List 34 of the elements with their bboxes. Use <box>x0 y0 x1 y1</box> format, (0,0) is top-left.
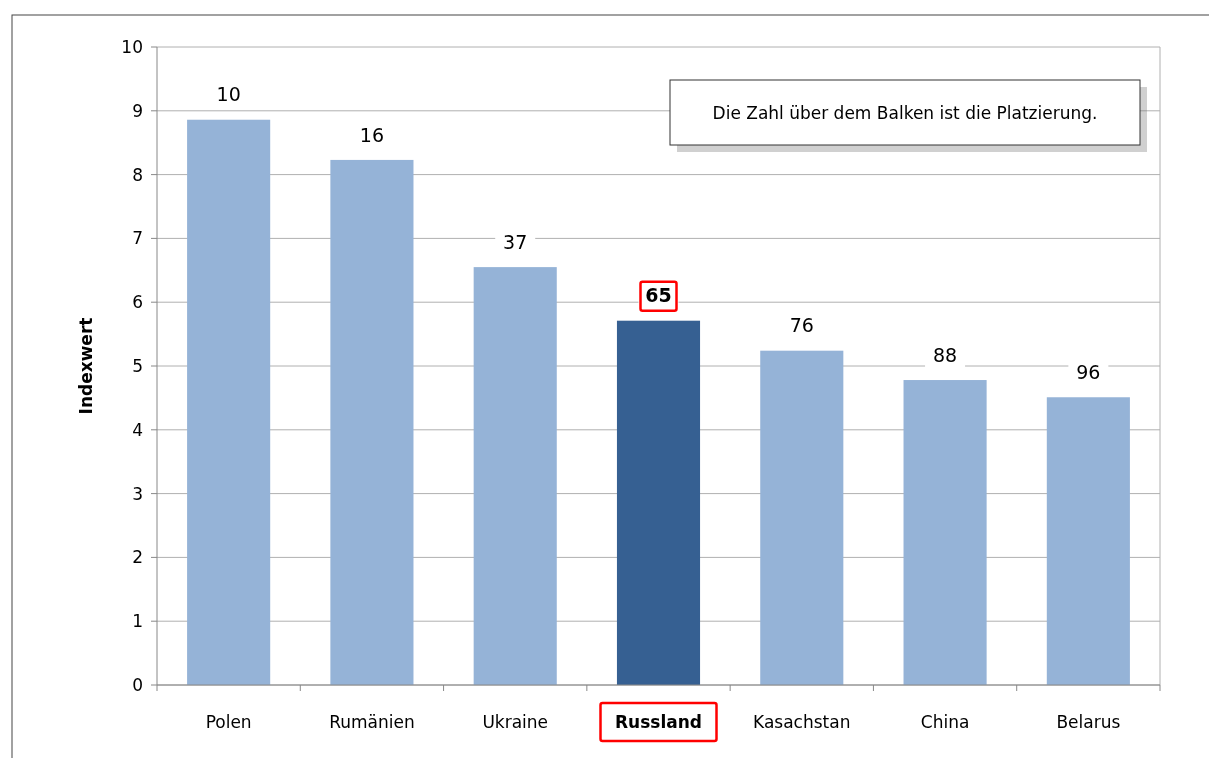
x-tick-label: Russland <box>614 711 703 732</box>
x-tick-label: China <box>920 711 970 732</box>
bar <box>330 159 414 685</box>
annotation: 10 <box>216 83 241 106</box>
y-tick-label: 3 <box>132 483 143 504</box>
y-axis-title: Indexwert <box>76 317 96 415</box>
y-tick-label: 2 <box>132 547 143 568</box>
x-tick-label: Belarus <box>1056 711 1121 732</box>
x-tick-label: Ukraine <box>482 711 549 732</box>
x-tick-label: Kasachstan <box>753 711 851 732</box>
y-tick-label: 0 <box>132 674 143 695</box>
bar <box>1046 397 1130 685</box>
annotation: Die Zahl über dem Balken ist die Platzierung. <box>712 102 1098 123</box>
annotation: 76 <box>789 314 814 337</box>
annotation: 65 <box>645 284 672 307</box>
x-tick-label: Rumänien <box>329 711 415 732</box>
y-tick-label: 9 <box>132 100 143 121</box>
y-tick-label: 8 <box>132 164 143 185</box>
bar <box>616 320 701 685</box>
annotation: 37 <box>503 230 528 253</box>
y-tick-label: 10 <box>121 36 143 57</box>
bar <box>760 350 844 685</box>
y-tick-label: 7 <box>132 228 143 249</box>
y-tick-label: 6 <box>132 292 143 313</box>
annotation: 88 <box>932 343 958 366</box>
bar <box>473 267 557 685</box>
y-tick-label: 4 <box>132 419 143 440</box>
y-tick-label: 5 <box>132 355 143 376</box>
annotation: 16 <box>359 123 385 146</box>
bar <box>903 380 987 685</box>
annotation: 96 <box>1076 360 1101 383</box>
x-tick-label: Polen <box>205 711 252 732</box>
y-tick-label: 1 <box>132 611 143 632</box>
bar <box>187 119 271 685</box>
